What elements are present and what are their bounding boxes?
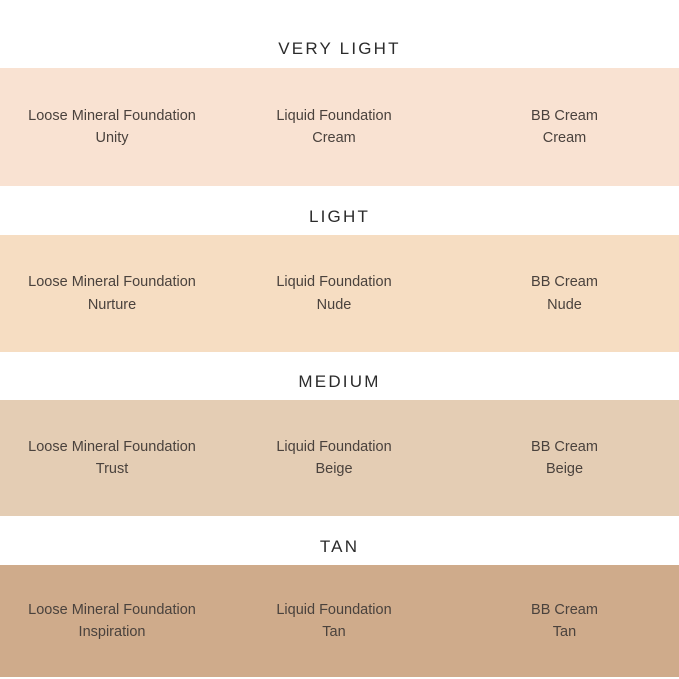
shade-group-light: LIGHT Loose Mineral Foundation Nurture L… [0,186,679,352]
product-name: Liquid Foundation [276,601,392,618]
shade-name: Nude [547,296,582,313]
product-name: Loose Mineral Foundation [28,601,196,618]
product-cell-bb-cream-very-light: BB Cream Cream [450,105,679,150]
shade-group-title-medium: MEDIUM [298,372,381,391]
product-cell-bb-cream-medium: BB Cream Beige [450,436,679,481]
product-cell-liquid-tan: Liquid Foundation Tan [218,599,450,644]
product-name: BB Cream [531,274,598,291]
product-name: Loose Mineral Foundation [28,438,196,455]
product-name: Liquid Foundation [276,274,392,291]
shade-name: Nurture [87,296,137,313]
product-name: Loose Mineral Foundation [28,107,196,124]
swatch-band-tan: Loose Mineral Foundation Inspiration Liq… [0,565,679,677]
shade-group-very-light: VERY LIGHT Loose Mineral Foundation Unit… [0,0,679,186]
product-cell-loose-mineral-tan: Loose Mineral Foundation Inspiration [0,599,218,644]
product-cell-loose-mineral-medium: Loose Mineral Foundation Trust [0,436,218,481]
product-cell-bb-cream-tan: BB Cream Tan [450,599,679,644]
product-cell-liquid-medium: Liquid Foundation Beige [218,436,450,481]
product-cell-bb-cream-light: BB Cream Nude [450,271,679,316]
shade-name: Tan [322,624,346,640]
shade-group-title-very-light: VERY LIGHT [278,38,401,58]
product-cell-loose-mineral-light: Loose Mineral Foundation Nurture [0,271,218,316]
shade-name: Beige [545,461,584,477]
product-name: BB Cream [531,601,598,618]
product-cell-liquid-light: Liquid Foundation Nude [218,271,450,316]
product-cell-liquid-very-light: Liquid Foundation Cream [218,105,450,150]
shade-group-title-light: LIGHT [308,207,371,226]
swatch-band-very-light: Loose Mineral Foundation Unity Liquid Fo… [0,68,679,186]
product-name: BB Cream [531,107,598,124]
shade-group-tan: TAN Loose Mineral Foundation Inspiration… [0,516,679,677]
shade-name: Nude [316,296,352,313]
swatch-band-medium: Loose Mineral Foundation Trust Liquid Fo… [0,400,679,516]
shade-name: Trust [95,461,129,477]
product-name: Liquid Foundation [276,107,392,124]
shade-group-title-tan: TAN [319,537,360,556]
shade-name: Cream [542,130,587,146]
product-cell-loose-mineral-very-light: Loose Mineral Foundation Unity [0,105,218,150]
shade-name: Beige [315,461,353,477]
shade-name: Unity [95,130,129,146]
product-name: Loose Mineral Foundation [28,274,196,291]
shade-name: Tan [552,624,577,640]
product-name: BB Cream [531,438,598,455]
product-name: Liquid Foundation [276,438,392,455]
shade-name: Inspiration [78,624,146,640]
swatch-band-light: Loose Mineral Foundation Nurture Liquid … [0,235,679,352]
shade-name: Cream [312,130,356,146]
shade-group-medium: MEDIUM Loose Mineral Foundation Trust Li… [0,352,679,516]
